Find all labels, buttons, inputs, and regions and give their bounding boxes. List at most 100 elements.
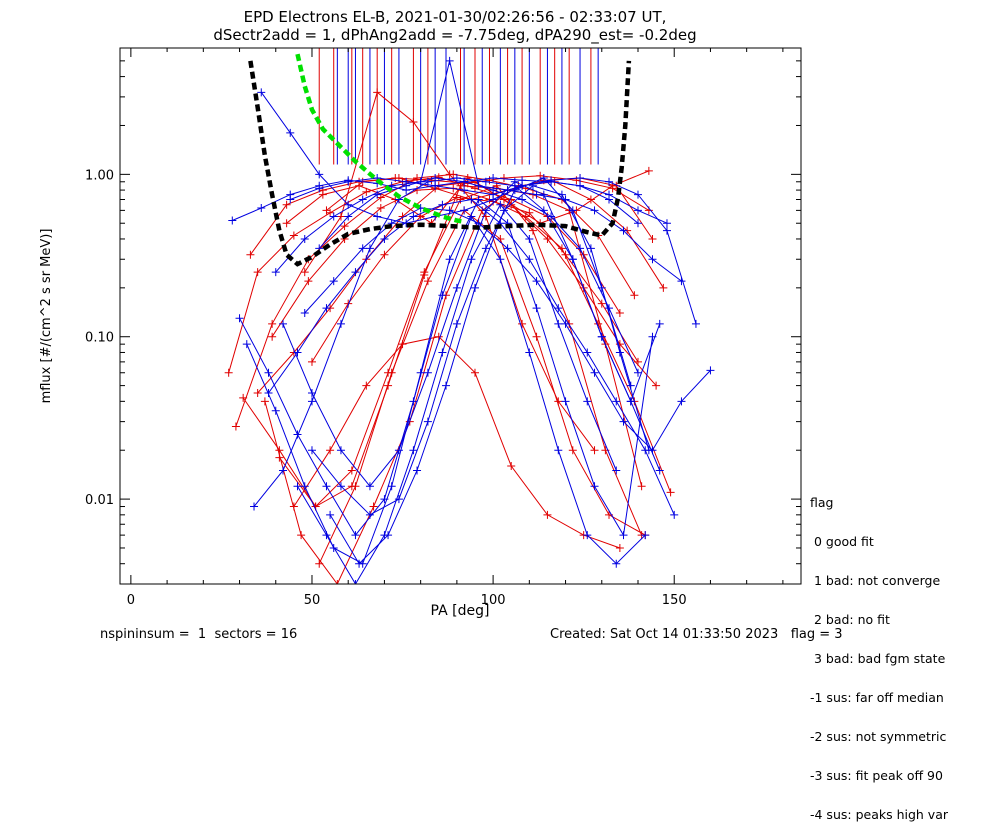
data-point-blue [394, 495, 403, 504]
data-point-red [499, 195, 508, 204]
data-point-blue [481, 244, 490, 253]
data-point-red [507, 461, 516, 470]
chart-title-line1: EPD Electrons EL-B, 2021-01-30/02:26:56 … [244, 8, 667, 26]
data-point-blue [554, 319, 563, 328]
data-point-blue [442, 381, 451, 390]
data-point-blue [351, 580, 360, 584]
series-line-blue [239, 215, 646, 565]
data-point-blue [510, 177, 519, 186]
data-point-blue [326, 510, 335, 519]
data-point-blue [355, 559, 364, 568]
data-point-blue [561, 397, 570, 406]
data-point-blue [568, 255, 577, 264]
data-point-red [239, 393, 248, 402]
footer-left: nspininsum = 1 sectors = 16 [100, 627, 298, 642]
data-point-red [652, 381, 661, 390]
y-tick-label: 1.00 [85, 168, 114, 183]
data-point-blue [525, 255, 534, 264]
data-point-blue [358, 244, 367, 253]
data-point-blue [329, 212, 338, 221]
data-point-blue [597, 332, 606, 341]
data-point-blue [279, 466, 288, 475]
data-point-blue [576, 181, 585, 190]
data-point-blue [409, 212, 418, 221]
data-point-blue [633, 368, 642, 377]
series-line-blue [297, 203, 617, 584]
data-point-red [307, 357, 316, 366]
data-point-red [543, 510, 552, 519]
legend-item: 3 bad: bad fgm state [810, 651, 946, 666]
data-point-blue [300, 482, 309, 491]
data-point-blue [322, 304, 331, 313]
data-point-red [380, 250, 389, 259]
data-point-blue [264, 389, 273, 398]
data-point-blue [365, 510, 374, 519]
data-point-red [336, 212, 345, 221]
data-point-blue [615, 348, 624, 357]
data-point-red [666, 488, 675, 497]
data-point-blue [257, 88, 266, 97]
data-point-blue [307, 389, 316, 398]
data-point-red [518, 319, 527, 328]
data-point-blue [402, 181, 411, 190]
legend-item: -2 sus: not symmetric [810, 729, 947, 744]
fit-line-green [295, 53, 465, 225]
data-point-blue [460, 186, 469, 195]
data-point-blue [384, 531, 393, 540]
data-point-blue [336, 446, 345, 455]
x-tick-label: 150 [662, 593, 687, 608]
footer-right: Created: Sat Oct 14 01:33:50 2023 flag =… [550, 627, 843, 642]
series-line-blue [318, 177, 639, 373]
data-point-blue [619, 226, 628, 235]
data-point-red [253, 389, 262, 398]
data-point-blue [315, 184, 324, 193]
data-point-red [333, 580, 342, 584]
data-point-blue [532, 277, 541, 286]
data-point-red [648, 234, 657, 243]
data-point-blue [467, 255, 476, 264]
data-point-blue [547, 176, 556, 185]
data-point-red [282, 200, 291, 209]
data-point-blue [633, 219, 642, 228]
data-point-red [659, 283, 668, 292]
chart-svg: EPD Electrons EL-B, 2021-01-30/02:26:56 … [39, 8, 802, 619]
data-point-blue [300, 234, 309, 243]
data-point-blue [605, 177, 614, 186]
data-point-red [224, 368, 233, 377]
data-point-red [586, 195, 595, 204]
data-point-red [590, 446, 599, 455]
data-point-blue [286, 128, 295, 137]
data-point-red [355, 181, 364, 190]
data-point-blue [307, 446, 316, 455]
data-point-blue [409, 446, 418, 455]
data-point-blue [496, 255, 505, 264]
data-point-red [297, 531, 306, 540]
y-tick-label: 0.01 [85, 493, 114, 508]
data-point-blue [633, 206, 642, 215]
data-point-blue [670, 510, 679, 519]
data-point-blue [373, 212, 382, 221]
data-point-blue [655, 466, 664, 475]
data-point-blue [394, 446, 403, 455]
data-point-blue [250, 502, 259, 511]
data-point-blue [489, 186, 498, 195]
data-point-blue [322, 482, 331, 491]
y-axis-label: mflux [#/(cm^2 s sr MeV)] [39, 229, 54, 404]
data-point-blue [460, 177, 469, 186]
series-line-red [249, 175, 650, 255]
data-point-blue [605, 190, 614, 199]
data-point-blue [605, 304, 614, 313]
data-point-red [289, 502, 298, 511]
data-point-blue [242, 340, 251, 349]
data-point-blue [619, 417, 628, 426]
data-point-blue [452, 319, 461, 328]
data-point-blue [554, 446, 563, 455]
legend-item: -3 sus: fit peak off 90 [810, 768, 943, 783]
data-point-blue [423, 417, 432, 426]
data-point-red [561, 250, 570, 259]
data-point-red [362, 381, 371, 390]
data-point-blue [351, 268, 360, 277]
data-point-red [260, 397, 269, 406]
data-point-blue [315, 170, 324, 179]
data-point-blue [583, 397, 592, 406]
